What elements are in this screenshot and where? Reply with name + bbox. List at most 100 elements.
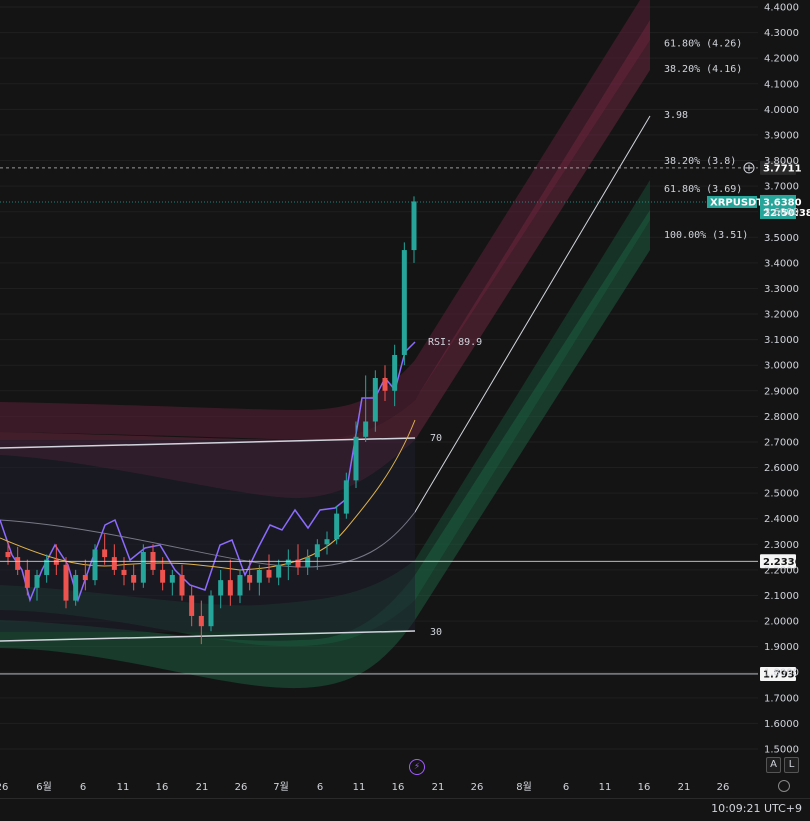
y-tick-label: 3.9000 xyxy=(764,130,799,141)
candle-body xyxy=(82,575,88,581)
countdown-label: 22:50:38 xyxy=(763,208,810,219)
candle-body xyxy=(131,575,137,583)
fib-level-label: 100.00% (3.51) xyxy=(664,230,748,241)
y-tick-label: 2.0000 xyxy=(764,617,799,628)
fib-level-label: 61.80% (3.69) xyxy=(664,184,742,195)
y-tick-label: 3.6000 xyxy=(764,207,799,218)
candle-body xyxy=(34,575,40,588)
candle-body xyxy=(5,551,11,558)
candle-body xyxy=(285,559,291,565)
candle-body xyxy=(189,595,195,616)
x-tick-label: 26 xyxy=(471,782,484,793)
y-tick-label: 2.2000 xyxy=(764,565,799,576)
candle-body xyxy=(276,564,282,578)
candle-body xyxy=(121,569,127,576)
fib-labels: 61.80% (4.26) 38.20% (4.16) 3.98 38.20% (3.… xyxy=(664,38,748,241)
x-tick-label: 6 xyxy=(563,782,569,793)
candle-body xyxy=(53,559,59,565)
fib-level-label: 61.80% (4.26) xyxy=(664,38,742,49)
candle-body xyxy=(314,544,320,558)
x-tick-label: 16 xyxy=(156,782,169,793)
y-tick-label: 1.5000 xyxy=(764,745,799,756)
y-tick-label: 1.9000 xyxy=(764,642,799,653)
y-tick-label: 3.3000 xyxy=(764,284,799,295)
x-tick-label: 26 xyxy=(235,782,248,793)
x-tick-label: 11 xyxy=(353,782,366,793)
symbol-tag xyxy=(707,195,757,208)
candle-body xyxy=(401,250,407,355)
level-tag xyxy=(760,554,796,569)
rsi-upper-bound xyxy=(0,437,416,449)
candle-body xyxy=(392,354,398,391)
candle-body xyxy=(179,575,185,596)
y-tick-label: 4.4000 xyxy=(764,3,799,14)
candle-body xyxy=(343,480,349,514)
y-tick-label: 1.7000 xyxy=(764,693,799,704)
level-tag-label: 1.7933 xyxy=(763,669,802,680)
y-tick-label: 3.5000 xyxy=(764,233,799,244)
candle-body xyxy=(266,569,272,578)
rsi-zone xyxy=(0,440,415,632)
candle-body xyxy=(363,421,369,437)
candle-body xyxy=(92,549,98,581)
candle-body xyxy=(44,559,50,576)
x-tick-label: 6 xyxy=(80,782,86,793)
time-axis[interactable]: 26 6월 6 11 16 21 26 7월 6 11 16 21 26 8월 6 11 16 21 26 xyxy=(0,781,729,793)
x-tick-label: 11 xyxy=(117,782,130,793)
y-tick-label: 4.3000 xyxy=(764,28,799,39)
candle-body xyxy=(227,580,233,596)
candle-body xyxy=(372,378,378,422)
candles xyxy=(5,196,417,645)
candle-body xyxy=(111,557,117,570)
y-tick-label: 2.1000 xyxy=(764,591,799,602)
symbol-tag-label: XRPUSDT.P xyxy=(710,197,773,208)
y-tick-label: 2.6000 xyxy=(764,463,799,474)
y-tick-label: 2.4000 xyxy=(764,514,799,525)
rsi-lower-bound xyxy=(0,630,416,642)
candle-body xyxy=(102,549,108,558)
clock: 10:09:21 UTC+9 xyxy=(711,802,802,815)
y-tick-label: 2.3000 xyxy=(764,540,799,551)
candle-body xyxy=(218,580,224,596)
candle-body xyxy=(15,557,21,570)
rsi-line xyxy=(0,341,416,603)
x-tick-label: 16 xyxy=(638,782,651,793)
price-axis[interactable]: 4.4000 4.3000 4.2000 4.1000 4.0000 3.9000 3.80… xyxy=(764,3,799,756)
x-tick-label: 6월 xyxy=(36,781,52,793)
lightning-icon[interactable]: ⚡ xyxy=(409,759,425,775)
plus-circle-icon xyxy=(743,162,755,174)
x-tick-label: 7월 xyxy=(273,781,289,793)
x-tick-label: 21 xyxy=(678,782,691,793)
rsi-upper-label: 70 xyxy=(430,433,442,444)
y-tick-label: 2.5000 xyxy=(764,489,799,500)
rsi-value-label: RSI: 89.9 xyxy=(428,337,482,348)
x-tick-label: 21 xyxy=(432,782,445,793)
status-bar: 10:09:21 UTC+9 xyxy=(0,798,810,821)
log-scale-button[interactable]: L xyxy=(784,757,799,773)
candle-body xyxy=(382,378,388,391)
y-tick-label: 2.7000 xyxy=(764,437,799,448)
x-tick-label: 21 xyxy=(196,782,209,793)
candle-body xyxy=(295,559,301,568)
x-tick-label: 6 xyxy=(317,782,323,793)
fib-level-label: 3.98 xyxy=(664,110,688,121)
x-tick-label: 26 xyxy=(0,782,8,793)
y-tick-label: 2.9000 xyxy=(764,386,799,397)
fib-level-label: 38.20% (3.8) xyxy=(664,156,736,167)
y-tick-label: 4.0000 xyxy=(764,105,799,116)
candle-body xyxy=(305,557,311,568)
candle-body xyxy=(160,569,166,583)
y-tick-label: 4.2000 xyxy=(764,54,799,65)
auto-scale-button[interactable]: A xyxy=(766,757,781,773)
candle-body xyxy=(63,564,69,601)
lower-band xyxy=(0,210,650,689)
gear-icon[interactable] xyxy=(778,780,790,792)
x-tick-label: 26 xyxy=(717,782,730,793)
x-tick-label: 16 xyxy=(392,782,405,793)
x-tick-label: 8월 xyxy=(516,781,532,793)
y-tick-label: 3.1000 xyxy=(764,335,799,346)
candle-body xyxy=(208,595,214,627)
y-tick-label: 2.8000 xyxy=(764,412,799,423)
y-tick-label: 1.6000 xyxy=(764,719,799,730)
